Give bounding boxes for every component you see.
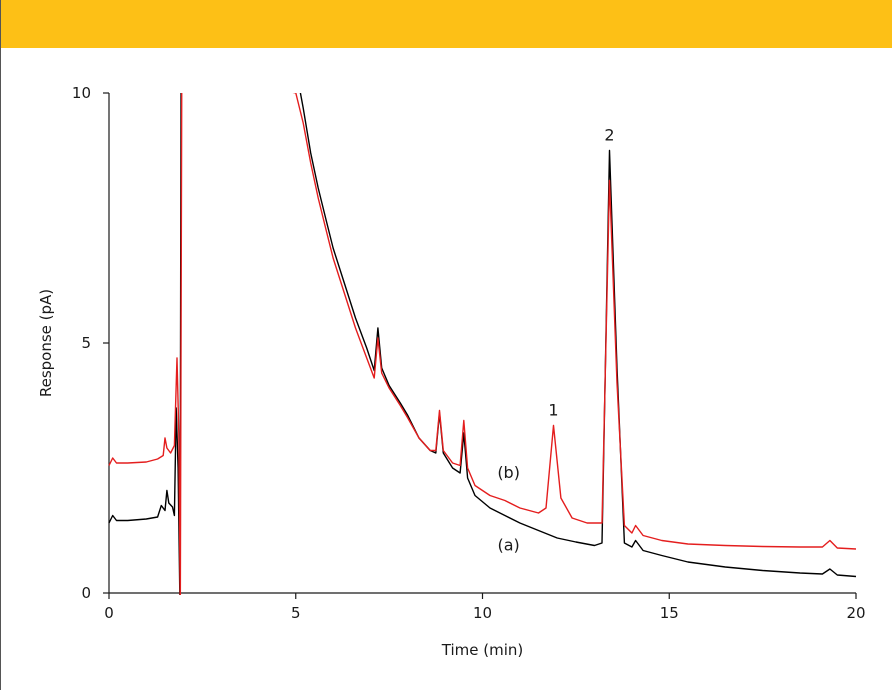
series-layer <box>108 93 857 595</box>
x-axis-title: Time (min) <box>441 641 523 659</box>
x-tick-label: 15 <box>660 604 679 622</box>
x-tick-label: 5 <box>291 604 301 622</box>
y-tick-label: 0 <box>81 584 91 602</box>
y-axis-title: Response (pA) <box>37 289 55 397</box>
series-line-0 <box>108 93 857 595</box>
peak-annotation: 1 <box>548 401 558 420</box>
x-tick-label: 0 <box>104 604 114 622</box>
x-tick-label: 10 <box>473 604 492 622</box>
series-line-1 <box>108 93 857 595</box>
peak-annotation: (a) <box>497 536 519 555</box>
peak-annotation: (b) <box>497 463 520 482</box>
header-banner <box>1 0 892 48</box>
annotation-layer: 1 2 (b) (a) <box>497 126 614 555</box>
y-tick-label: 10 <box>72 84 91 102</box>
y-tick-label: 5 <box>81 334 91 352</box>
peak-annotation: 2 <box>604 126 614 145</box>
x-tick-label: 20 <box>846 604 865 622</box>
axes-group: 0 5 10 15 20 0 5 10 <box>72 84 866 622</box>
